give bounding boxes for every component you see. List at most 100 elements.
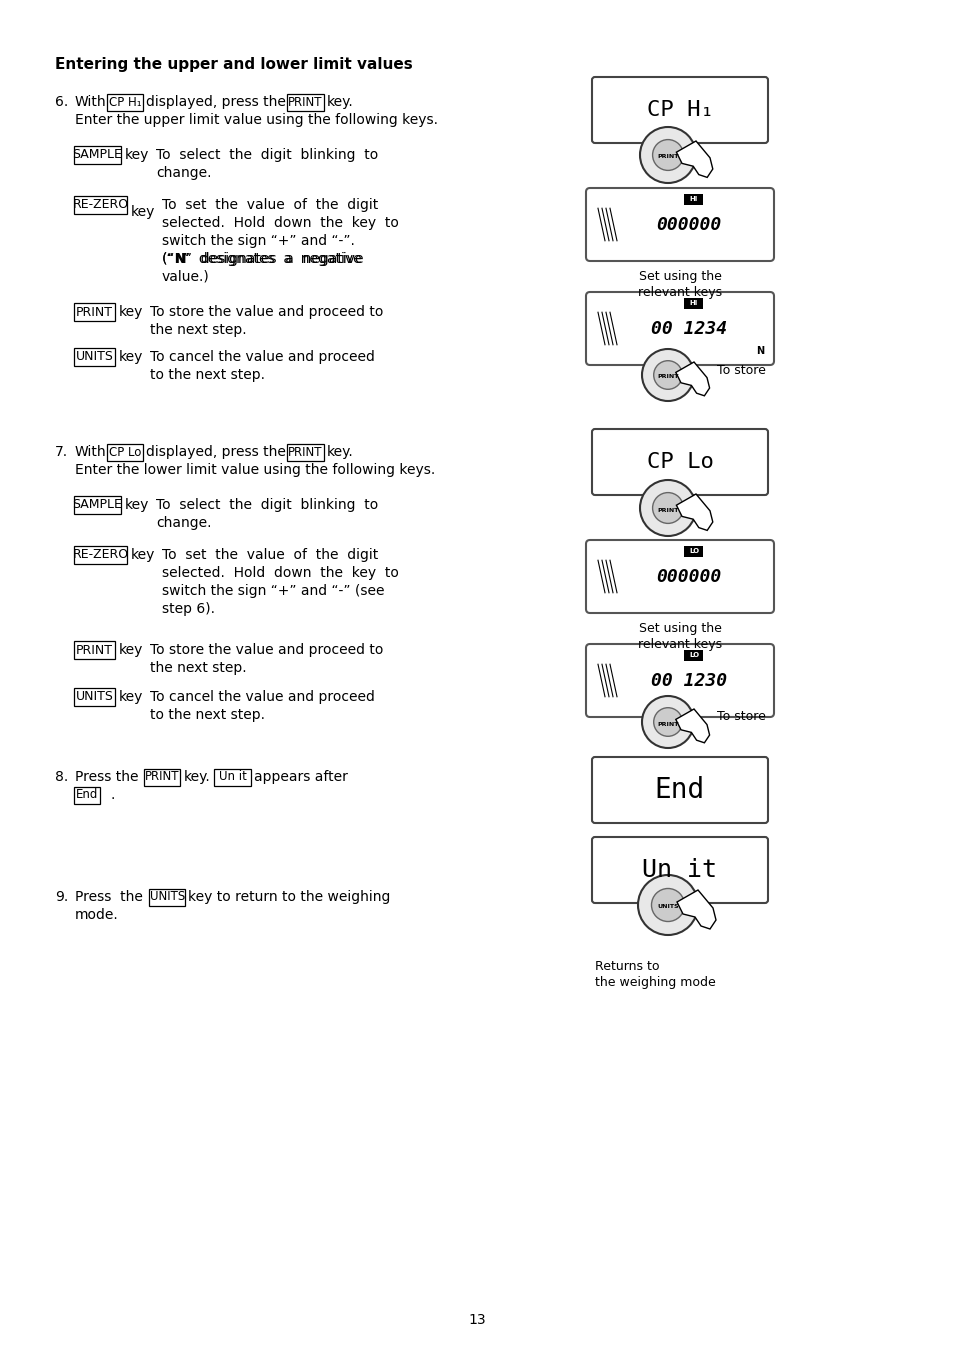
Text: UNITS: UNITS — [75, 690, 113, 703]
FancyBboxPatch shape — [74, 545, 127, 564]
Text: PRINT: PRINT — [657, 721, 678, 726]
FancyBboxPatch shape — [74, 641, 115, 659]
Text: UNITS: UNITS — [657, 904, 679, 910]
Polygon shape — [676, 494, 712, 531]
FancyBboxPatch shape — [74, 688, 115, 706]
Polygon shape — [675, 709, 709, 742]
Circle shape — [638, 875, 698, 936]
FancyBboxPatch shape — [585, 188, 773, 261]
Text: With: With — [75, 95, 107, 109]
Text: appears after: appears after — [253, 769, 347, 784]
Text: value.): value.) — [162, 270, 210, 284]
Text: selected.  Hold  down  the  key  to: selected. Hold down the key to — [162, 216, 398, 230]
Text: HI: HI — [689, 300, 698, 306]
FancyBboxPatch shape — [107, 444, 143, 460]
Text: ”  designates  a  negative: ” designates a negative — [183, 252, 361, 266]
Circle shape — [652, 139, 682, 170]
Text: PRINT: PRINT — [76, 644, 113, 656]
Text: RE-ZERO: RE-ZERO — [72, 198, 129, 212]
Text: To  select  the  digit  blinking  to: To select the digit blinking to — [156, 148, 378, 162]
Text: 000000: 000000 — [656, 216, 720, 234]
Text: Un it: Un it — [641, 859, 717, 882]
Text: N: N — [755, 346, 763, 356]
Text: CP Lo: CP Lo — [646, 452, 713, 472]
Text: (“: (“ — [162, 252, 174, 266]
Text: key.: key. — [326, 446, 353, 459]
FancyBboxPatch shape — [585, 540, 773, 613]
FancyBboxPatch shape — [592, 77, 767, 143]
FancyBboxPatch shape — [592, 757, 767, 823]
Text: 9.: 9. — [55, 890, 69, 905]
Text: to the next step.: to the next step. — [150, 369, 265, 382]
Text: the next step.: the next step. — [150, 323, 247, 338]
Text: CP H₁: CP H₁ — [109, 96, 141, 108]
Text: PRINT: PRINT — [76, 305, 113, 319]
Text: key to return to the weighing: key to return to the weighing — [188, 890, 391, 905]
Polygon shape — [676, 140, 712, 177]
Text: switch the sign “+” and “-” (see: switch the sign “+” and “-” (see — [162, 585, 384, 598]
FancyBboxPatch shape — [74, 495, 121, 514]
Text: To cancel the value and proceed: To cancel the value and proceed — [150, 690, 375, 703]
FancyBboxPatch shape — [592, 837, 767, 903]
Text: mode.: mode. — [75, 909, 118, 922]
Text: 00 1234: 00 1234 — [650, 320, 726, 338]
Text: End: End — [654, 776, 704, 805]
Polygon shape — [675, 362, 709, 396]
Text: 00 1230: 00 1230 — [650, 671, 726, 690]
Text: change.: change. — [156, 166, 212, 180]
Text: HI: HI — [689, 196, 698, 202]
Text: displayed, press the: displayed, press the — [146, 95, 286, 109]
Text: key: key — [119, 690, 144, 703]
Text: 13: 13 — [468, 1314, 485, 1327]
Circle shape — [641, 350, 693, 401]
Circle shape — [653, 360, 681, 389]
Circle shape — [639, 127, 696, 184]
Circle shape — [641, 697, 693, 748]
Text: 6.: 6. — [55, 95, 69, 109]
Text: With: With — [75, 446, 107, 459]
Text: switch the sign “+” and “-”.: switch the sign “+” and “-”. — [162, 234, 355, 248]
Text: UNITS: UNITS — [75, 351, 113, 363]
Text: To store: To store — [717, 710, 765, 724]
Text: PRINT: PRINT — [145, 771, 179, 783]
Text: LO: LO — [688, 548, 699, 554]
Text: key: key — [125, 498, 150, 512]
Text: To store the value and proceed to: To store the value and proceed to — [150, 305, 383, 319]
FancyBboxPatch shape — [585, 644, 773, 717]
Circle shape — [653, 707, 681, 736]
FancyBboxPatch shape — [74, 787, 100, 803]
FancyBboxPatch shape — [684, 545, 702, 556]
Text: key: key — [131, 548, 155, 562]
Text: CP H₁: CP H₁ — [646, 100, 713, 120]
Text: To store: To store — [717, 363, 765, 377]
Text: Press the: Press the — [75, 769, 138, 784]
Text: SAMPLE: SAMPLE — [72, 498, 122, 512]
FancyBboxPatch shape — [74, 146, 121, 163]
FancyBboxPatch shape — [684, 649, 702, 660]
Text: PRINT: PRINT — [288, 446, 322, 459]
Text: key: key — [125, 148, 150, 162]
Text: key: key — [119, 643, 144, 657]
Circle shape — [651, 888, 684, 922]
Text: the next step.: the next step. — [150, 662, 247, 675]
Text: End: End — [75, 788, 98, 802]
Circle shape — [639, 481, 696, 536]
Text: RE-ZERO: RE-ZERO — [72, 548, 129, 562]
FancyBboxPatch shape — [585, 292, 773, 365]
FancyBboxPatch shape — [107, 93, 143, 111]
Text: PRINT: PRINT — [288, 96, 322, 108]
Text: relevant keys: relevant keys — [638, 639, 721, 651]
FancyBboxPatch shape — [74, 348, 115, 366]
Text: PRINT: PRINT — [657, 374, 678, 379]
Text: Enter the upper limit value using the following keys.: Enter the upper limit value using the fo… — [75, 113, 437, 127]
Text: key: key — [119, 350, 144, 365]
Text: LO: LO — [688, 652, 699, 657]
Text: key.: key. — [326, 95, 353, 109]
Text: Enter the lower limit value using the following keys.: Enter the lower limit value using the fo… — [75, 463, 435, 477]
FancyBboxPatch shape — [144, 768, 180, 786]
Text: selected.  Hold  down  the  key  to: selected. Hold down the key to — [162, 566, 398, 580]
Text: Un it: Un it — [218, 771, 246, 783]
Text: 000000: 000000 — [656, 567, 720, 586]
Text: the weighing mode: the weighing mode — [595, 976, 715, 990]
FancyBboxPatch shape — [149, 888, 185, 906]
